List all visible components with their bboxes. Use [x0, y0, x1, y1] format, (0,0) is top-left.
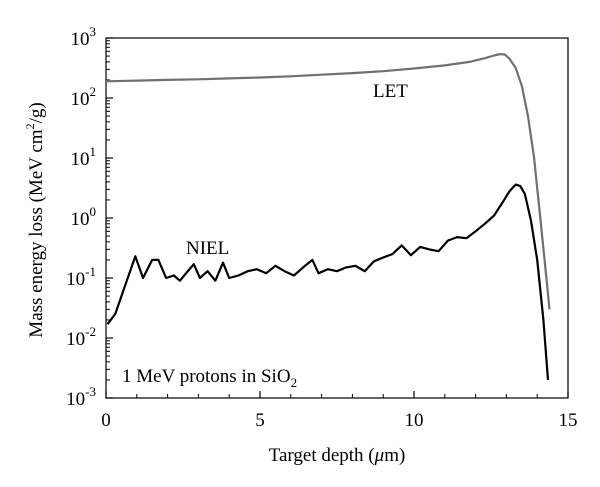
y-tick-labels: 103 102 101 100 10-1 10-2 10-3 — [66, 24, 96, 410]
y-axis-label: Mass energy loss (MeV cm2/g) — [23, 102, 47, 337]
series-line-let — [105, 52, 551, 310]
y-tick-label: 10-1 — [66, 264, 96, 290]
y-tick-label: 102 — [71, 84, 97, 110]
x-tick-labels: 0 5 10 15 — [101, 410, 577, 431]
series-line-niel — [106, 183, 550, 380]
x-tick-label: 15 — [559, 410, 578, 431]
x-axis-label: Target depth (μm) — [269, 445, 406, 466]
x-tick-label: 5 — [255, 410, 265, 431]
y-tick-label: 10-3 — [66, 384, 96, 410]
annotation-let: LET — [373, 81, 408, 102]
y-tick-label: 100 — [71, 204, 97, 230]
axis-ticks — [105, 37, 569, 399]
y-tick-label: 103 — [71, 24, 97, 50]
annotation-protons: 1 MeV protons in SiO2 — [122, 366, 297, 390]
y-tick-label: 10-2 — [66, 324, 96, 350]
x-tick-label: 0 — [101, 410, 111, 431]
x-tick-label: 10 — [405, 410, 424, 431]
y-tick-label: 101 — [71, 144, 97, 170]
series-lines — [105, 52, 551, 380]
plot-frame — [105, 37, 569, 399]
annotation-niel: NIEL — [186, 238, 229, 259]
